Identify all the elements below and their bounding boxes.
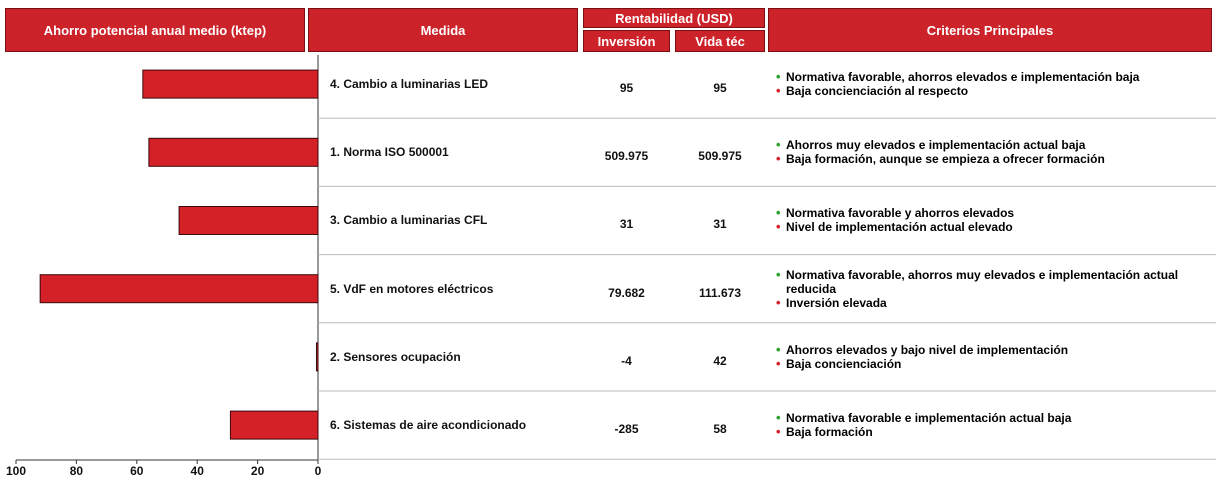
x-tick-label: 40	[191, 464, 205, 478]
bullet: •	[776, 266, 781, 282]
x-tick-label: 80	[70, 464, 84, 478]
bullet: •	[776, 355, 781, 371]
criterion: • Normativa favorable y ahorros elevados	[768, 205, 1208, 221]
measure-label: 6. Sistemas de aire acondicionado	[330, 418, 527, 433]
criterion-text: Normativa favorable, ahorros elevados e …	[786, 70, 1140, 85]
bar	[229, 410, 319, 440]
criterion-text: Baja formación, aunque se empieza a ofre…	[786, 152, 1105, 167]
bullet: •	[776, 151, 781, 167]
criterion: • Ahorros elevados y bajo nivel de implem…	[768, 341, 1208, 357]
lifetime-value: 111.673	[698, 285, 742, 300]
lifetime-value: 509.975	[698, 149, 742, 164]
bullet: •	[776, 137, 781, 153]
x-tick-label: 20	[251, 464, 265, 478]
bar	[148, 137, 319, 167]
measure-label: 3. Cambio a luminarias CFL	[330, 213, 488, 228]
criterion-text: Normativa favorable, ahorros muy elevado…	[786, 267, 1179, 296]
measure-label: 4. Cambio a luminarias LED	[330, 77, 489, 92]
header-chart: Ahorro potencial anual medio (ktep)	[5, 8, 305, 52]
x-tick-label: 100	[6, 464, 26, 478]
criteria: • Normativa favorable, ahorros elevados e…	[768, 50, 1208, 118]
x-tick-label: 0	[315, 464, 322, 478]
bullet: •	[776, 219, 781, 235]
lifetime-value: 31	[713, 217, 727, 232]
header-measure: Medida	[308, 8, 578, 52]
criterion: • Normativa favorable e implementación ac…	[768, 410, 1208, 426]
criteria: • Normativa favorable e implementación ac…	[768, 391, 1208, 459]
measure-label: 5. VdF en motores eléctricos	[330, 281, 494, 296]
bullet: •	[776, 410, 781, 426]
bar	[315, 342, 319, 372]
criterion-text: Baja concienciación al respecto	[786, 84, 969, 99]
x-tick-label: 60	[130, 464, 144, 478]
criterion-text: Inversión elevada	[786, 295, 887, 310]
criterion-text: Baja concienciación	[786, 356, 902, 371]
bullet: •	[776, 83, 781, 99]
criterion-text: Baja formación	[786, 425, 873, 440]
criteria: • Normativa favorable y ahorros elevados •…	[768, 186, 1208, 254]
criterion: • Nivel de implementación actual elevado	[768, 219, 1208, 235]
bar	[142, 69, 319, 99]
investment-value: 509.975	[604, 149, 649, 164]
criterion: • Baja concienciación al respecto	[768, 83, 1208, 99]
criteria: • Ahorros elevados y bajo nivel de implem…	[768, 323, 1208, 391]
criterion: • Inversión elevada	[768, 294, 1208, 310]
bullet: •	[776, 341, 781, 357]
criterion: • Normativa favorable, ahorros muy elevad…	[768, 266, 1208, 296]
bar	[178, 206, 319, 235]
lifetime-value: 58	[713, 422, 727, 437]
bullet: •	[776, 69, 781, 85]
header-criteria: Criterios Principales	[768, 8, 1212, 52]
header-investment: Inversión	[583, 30, 670, 52]
header-lifetime: Vida téc	[675, 30, 765, 52]
criterion: • Normativa favorable, ahorros elevados e…	[768, 69, 1208, 85]
criterion: • Baja formación, aunque se empieza a ofr…	[768, 151, 1208, 167]
investment-value: -4	[621, 353, 632, 368]
criterion-text: Ahorros elevados y bajo nivel de impleme…	[786, 342, 1069, 357]
header-profitability: Rentabilidad (USD)	[583, 8, 765, 28]
measure-label: 1. Norma ISO 500001	[330, 145, 449, 160]
lifetime-value: 95	[713, 81, 727, 96]
bullet: •	[776, 424, 781, 440]
criteria: • Normativa favorable, ahorros muy elevad…	[768, 255, 1208, 323]
criteria: • Ahorros muy elevados e implementación a…	[768, 118, 1208, 186]
investment-value: -285	[614, 422, 639, 437]
criterion: • Baja formación	[768, 424, 1208, 440]
investment-value: 95	[619, 81, 634, 96]
bullet: •	[776, 205, 781, 221]
criterion-text: Normativa favorable y ahorros elevados	[786, 206, 1015, 221]
criterion-text: Normativa favorable e implementación act…	[786, 411, 1072, 426]
criterion-text: Nivel de implementación actual elevado	[786, 220, 1013, 235]
criterion: • Baja concienciación	[768, 355, 1208, 371]
criterion: • Ahorros muy elevados e implementación a…	[768, 137, 1208, 153]
bullet: •	[776, 294, 781, 310]
investment-value: 79.682	[608, 285, 645, 300]
lifetime-value: 42	[713, 353, 727, 368]
measure-label: 2. Sensores ocupación	[330, 349, 461, 364]
criterion-text: Ahorros muy elevados e implementación ac…	[786, 138, 1086, 153]
bar	[39, 274, 319, 304]
investment-value: 31	[619, 217, 634, 232]
